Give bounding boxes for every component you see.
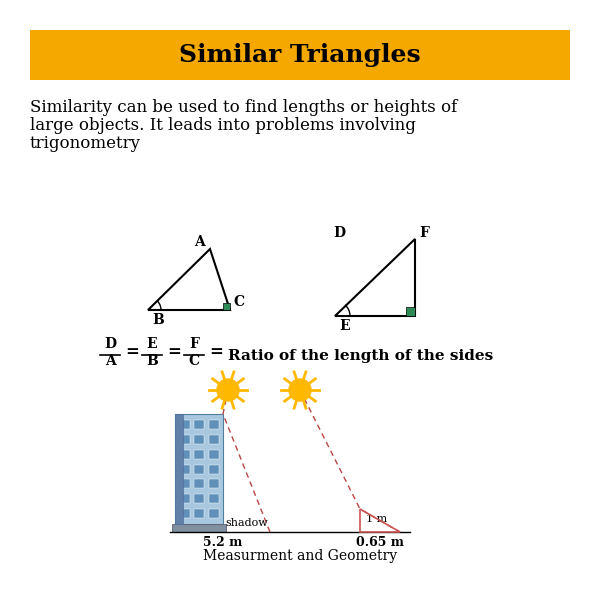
Text: B: B bbox=[152, 313, 164, 327]
Bar bbox=[175, 414, 183, 524]
Text: Ratio of the length of the sides: Ratio of the length of the sides bbox=[228, 349, 493, 363]
Bar bbox=[209, 509, 218, 518]
Bar bbox=[179, 449, 190, 459]
Circle shape bbox=[289, 379, 311, 401]
Bar bbox=[209, 494, 218, 503]
Bar bbox=[223, 303, 230, 310]
Text: Measurment and Geometry: Measurment and Geometry bbox=[203, 549, 397, 563]
Text: Similar Triangles: Similar Triangles bbox=[179, 43, 421, 67]
Text: =: = bbox=[209, 343, 223, 360]
Text: B: B bbox=[146, 354, 158, 368]
Text: C: C bbox=[188, 354, 200, 368]
Text: F: F bbox=[189, 337, 199, 351]
Text: 5.2 m: 5.2 m bbox=[203, 536, 242, 549]
Bar bbox=[209, 420, 218, 429]
Text: shadow: shadow bbox=[225, 518, 268, 528]
Bar bbox=[194, 494, 204, 503]
Bar bbox=[175, 414, 223, 524]
Bar bbox=[194, 449, 204, 459]
Bar bbox=[194, 435, 204, 444]
Text: F: F bbox=[419, 226, 429, 240]
Bar bbox=[179, 435, 190, 444]
Text: D: D bbox=[104, 337, 116, 351]
Bar bbox=[179, 494, 190, 503]
Text: A: A bbox=[194, 235, 205, 249]
Bar bbox=[209, 465, 218, 474]
Text: C: C bbox=[233, 295, 244, 309]
Bar bbox=[179, 509, 190, 518]
Bar bbox=[406, 307, 415, 316]
Bar bbox=[30, 30, 570, 80]
Bar bbox=[194, 479, 204, 488]
Bar bbox=[194, 509, 204, 518]
Text: 0.65 m: 0.65 m bbox=[356, 536, 404, 549]
Bar bbox=[172, 524, 226, 532]
Bar bbox=[179, 465, 190, 474]
Text: E: E bbox=[146, 337, 157, 351]
Text: 1 m: 1 m bbox=[366, 514, 387, 524]
Text: trigonometry: trigonometry bbox=[30, 135, 141, 152]
Text: Similarity can be used to find lengths or heights of: Similarity can be used to find lengths o… bbox=[30, 99, 457, 116]
Text: A: A bbox=[104, 354, 115, 368]
Bar bbox=[209, 449, 218, 459]
Text: E: E bbox=[339, 319, 350, 333]
Text: large objects. It leads into problems involving: large objects. It leads into problems in… bbox=[30, 117, 416, 134]
Text: =: = bbox=[167, 343, 181, 360]
Bar bbox=[209, 435, 218, 444]
Circle shape bbox=[217, 379, 239, 401]
Text: =: = bbox=[125, 343, 139, 360]
Text: D: D bbox=[333, 226, 345, 240]
Bar bbox=[209, 479, 218, 488]
Bar bbox=[194, 420, 204, 429]
Bar bbox=[179, 479, 190, 488]
Bar bbox=[194, 465, 204, 474]
Bar bbox=[179, 420, 190, 429]
